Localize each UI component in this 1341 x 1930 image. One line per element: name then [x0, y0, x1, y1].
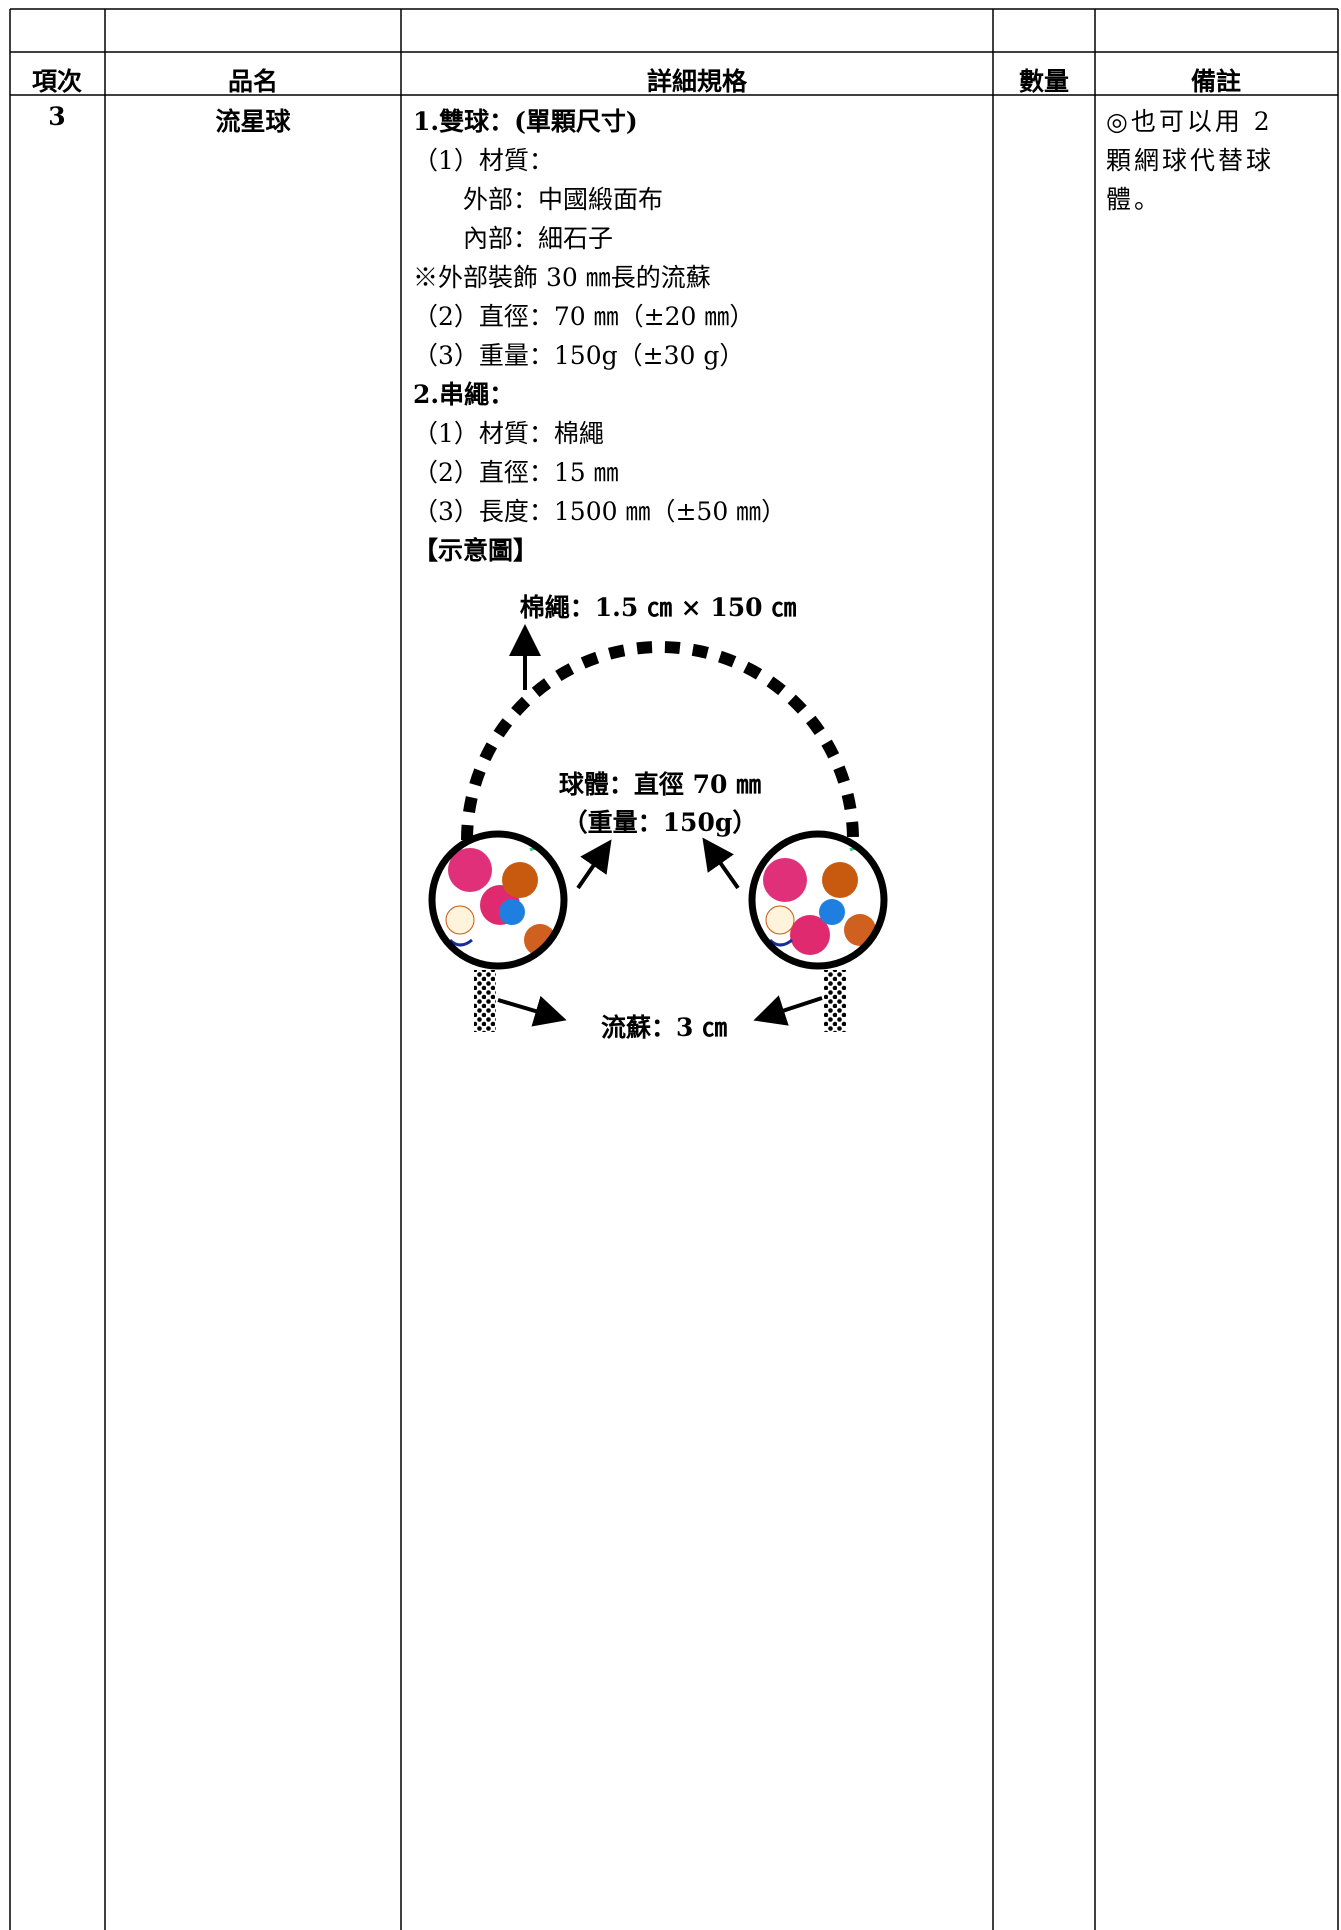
spec-line: 內部：細石子 [463, 224, 614, 253]
remark-line: 體。 [1106, 185, 1163, 214]
spec-line: （3）長度：1500 ㎜（±50 ㎜） [413, 497, 787, 526]
remark-line: 顆網球代替球 [1106, 146, 1275, 175]
spec-line: 【示意圖】 [413, 536, 539, 565]
spec-line: ※外部裝飾 30 ㎜長的流蘇 [413, 263, 711, 292]
spec-line: 外部：中國緞面布 [463, 185, 664, 214]
ball-right [763, 846, 876, 955]
tassel-label: 流蘇：3 ㎝ [600, 1013, 728, 1042]
header: 詳細規格 [646, 67, 748, 96]
spec-line: 1.雙球：(單顆尺寸) [413, 107, 638, 136]
spec-line: （2）直徑：70 ㎜（±20 ㎜） [413, 302, 755, 331]
spec-line: （2）直徑：15 ㎜ [413, 458, 619, 487]
remark-line: ◎也可以用 2 [1106, 107, 1273, 136]
item-no: 3 [48, 102, 66, 131]
item-name: 流星球 [215, 107, 291, 136]
header: 項次 [31, 67, 83, 96]
spec-line: （1）材質： [413, 146, 554, 175]
tassel [474, 970, 496, 1032]
spec-line: 2.串繩： [413, 380, 515, 409]
ball-label: 球體：直徑 70 ㎜ [558, 770, 762, 799]
rope-label: 棉繩：1.5 ㎝ × 150 ㎝ [519, 593, 797, 622]
tassel [824, 970, 846, 1032]
arrows [497, 624, 823, 1027]
spec-line: （1）材質：棉繩 [413, 419, 604, 448]
header: 數量 [1018, 67, 1070, 96]
header: 備註 [1190, 67, 1242, 96]
ball-left [445, 846, 556, 956]
spec-line: （3）重量：150g（±30 g） [413, 341, 745, 370]
weight-label: （重量：150g） [562, 808, 758, 837]
table-lines [9, 8, 1339, 1930]
rope [461, 641, 859, 841]
header: 品名 [227, 67, 279, 96]
